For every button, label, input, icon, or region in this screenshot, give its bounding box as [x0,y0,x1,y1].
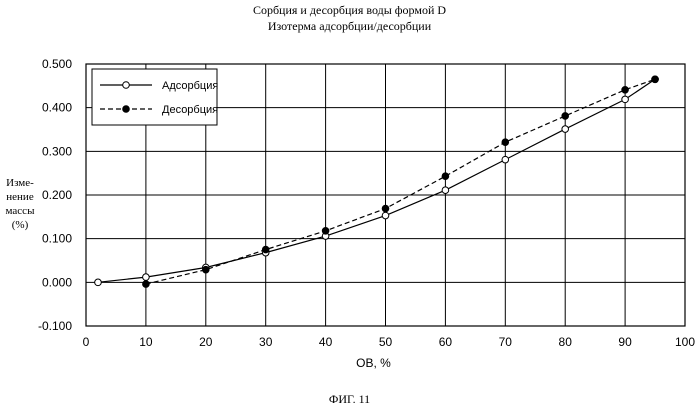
legend-marker-desorption [123,106,130,113]
data-point-desorption [322,228,329,235]
data-point-desorption [652,76,659,83]
x-tick-label: 80 [559,335,573,349]
x-tick-label: 0 [83,335,90,349]
data-point-desorption [262,246,269,253]
data-point-adsorption [562,126,569,133]
y-tick-label: 0.100 [42,232,72,246]
legend-marker-adsorption [123,82,130,89]
x-tick-label: 30 [259,335,273,349]
figure-caption: ФИГ. 11 [0,392,699,407]
data-point-desorption [143,281,150,288]
data-point-desorption [622,86,629,93]
data-point-desorption [442,173,449,180]
y-tick-label: 0.200 [42,188,72,202]
data-point-desorption [562,113,569,120]
x-tick-label: 60 [439,335,453,349]
data-point-adsorption [622,96,629,103]
x-tick-label: 50 [379,335,393,349]
y-tick-label: 0.500 [42,57,72,71]
data-point-adsorption [502,156,509,163]
x-tick-label: 100 [675,335,695,349]
x-tick-label: 40 [319,335,333,349]
y-tick-label: -0.100 [38,319,72,333]
y-tick-label: 0.300 [42,144,72,158]
data-point-adsorption [143,274,150,281]
x-tick-label: 20 [199,335,213,349]
y-tick-label: 0.000 [42,275,72,289]
data-point-desorption [203,266,210,273]
x-axis-label: ОВ, % [356,356,391,370]
legend-label-desorption: Десорбция [162,104,218,116]
data-point-desorption [382,205,389,212]
data-point-adsorption [442,187,449,194]
legend-label-adsorption: Адсорбция [162,80,218,92]
y-tick-label: 0.400 [42,101,72,115]
series-line-desorption [146,79,655,284]
data-point-adsorption [382,212,389,219]
data-point-adsorption [95,279,102,286]
legend-box [92,69,217,125]
x-tick-label: 10 [139,335,153,349]
x-tick-label: 70 [499,335,513,349]
data-point-desorption [502,139,509,146]
x-tick-label: 90 [618,335,632,349]
